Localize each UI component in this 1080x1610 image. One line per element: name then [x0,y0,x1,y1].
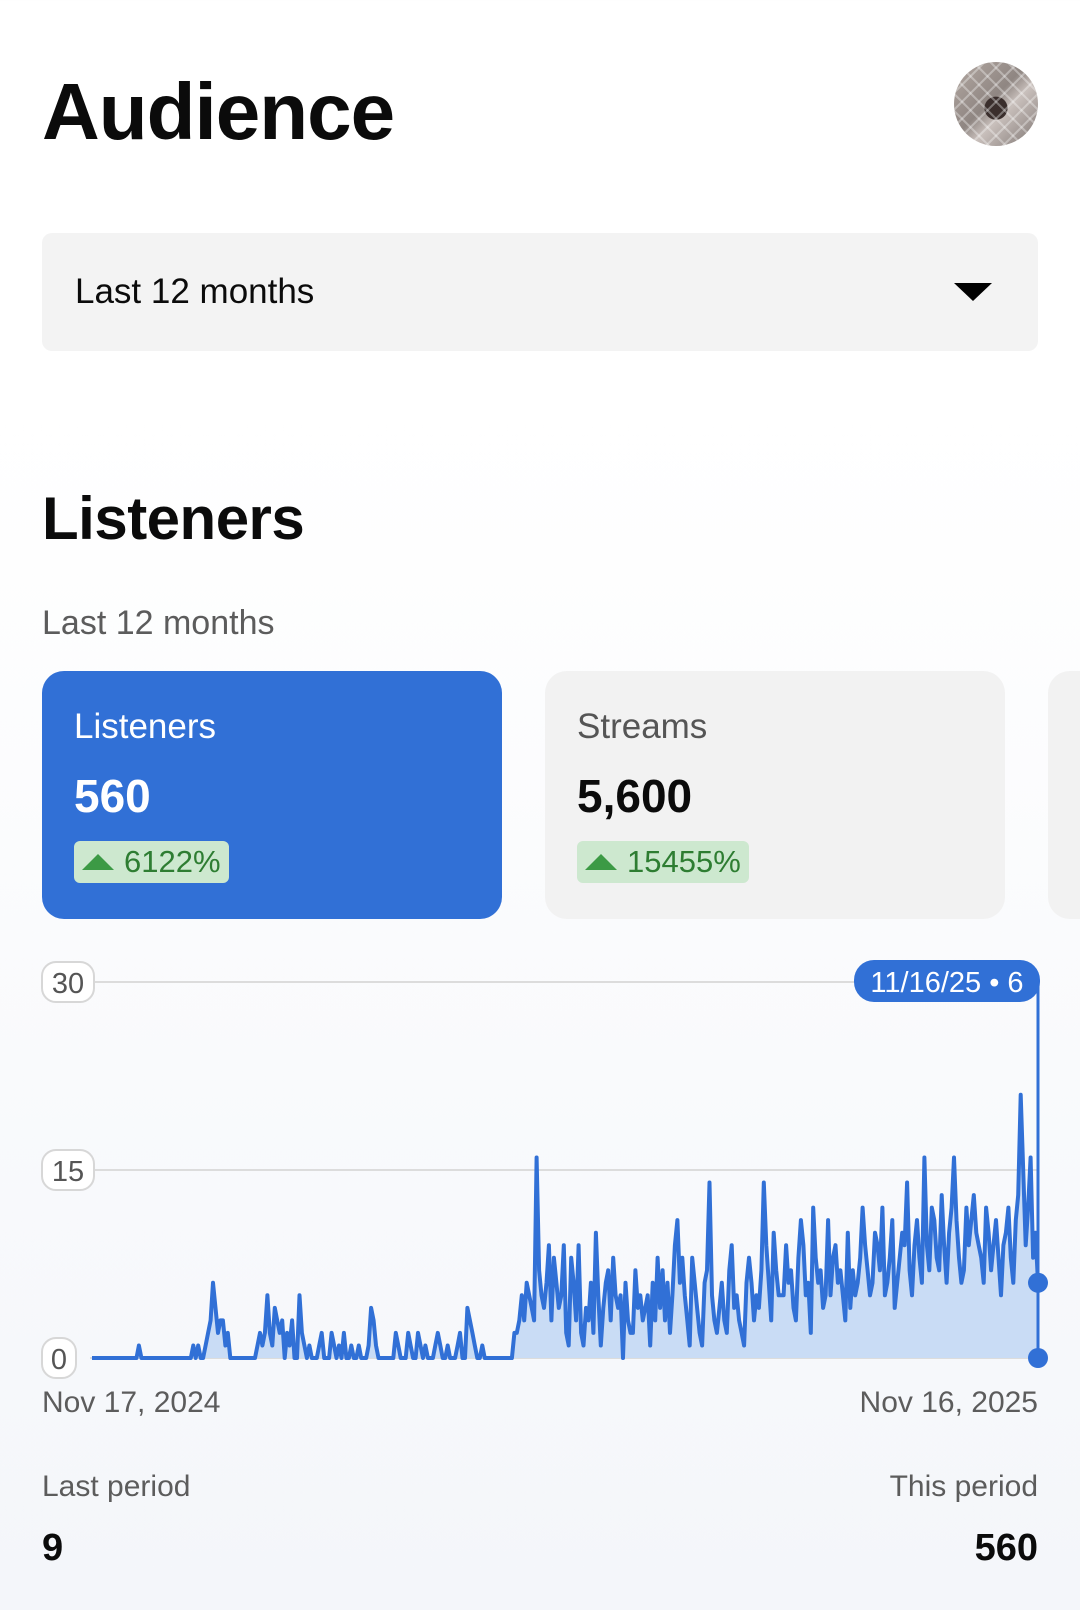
x-axis-end-label: Nov 16, 2025 [859,1386,1038,1419]
chart-tooltip-text: 11/16/25 • 6 [870,967,1023,999]
chart-tooltip [854,960,1040,1002]
arrow-up-icon [82,854,114,870]
y-tick-box [41,961,95,1003]
metric-card-streams[interactable]: Streams 5,600 15455% [545,671,1005,919]
y-tick-box [41,1149,95,1191]
chart-area-fill [92,1094,1038,1358]
page-title: Audience [42,67,395,156]
metric-card-next[interactable] [1048,671,1080,919]
y-tick-label: 15 [52,1156,84,1188]
y-tick-box [41,1337,77,1379]
change-percent: 15455% [627,844,741,879]
arrow-up-icon [585,854,617,870]
chevron-down-icon [954,283,992,301]
this-period-label: This period [889,1470,1038,1503]
last-period-label: Last period [42,1470,191,1503]
period-dropdown-value: Last 12 months [75,272,315,311]
change-badge: 6122% [74,841,229,883]
metric-label: Streams [577,707,708,746]
section-title: Listeners [42,485,305,552]
y-tick-label: 0 [51,1344,67,1376]
last-period-value: 9 [42,1527,64,1569]
metric-card-listeners[interactable]: Listeners 560 6122% [42,671,502,919]
chart-cursor-dot [1028,1348,1048,1368]
metric-value: 5,600 [577,770,693,822]
listeners-chart[interactable]: 0 15 30 11/16/25 • 6 [0,940,1080,1380]
metric-value: 560 [74,770,151,822]
period-dropdown[interactable]: Last 12 months [42,233,1038,351]
metric-label: Listeners [74,707,217,746]
change-percent: 6122% [124,844,221,879]
chart-cursor-dot [1028,1272,1048,1293]
section-subtitle: Last 12 months [42,604,275,642]
x-axis-start-label: Nov 17, 2024 [42,1386,221,1419]
avatar[interactable] [954,62,1038,146]
y-tick-label: 30 [52,968,84,1000]
this-period-value: 560 [974,1527,1038,1569]
chart-series-line [92,1092,1040,1360]
change-badge: 15455% [577,841,749,883]
